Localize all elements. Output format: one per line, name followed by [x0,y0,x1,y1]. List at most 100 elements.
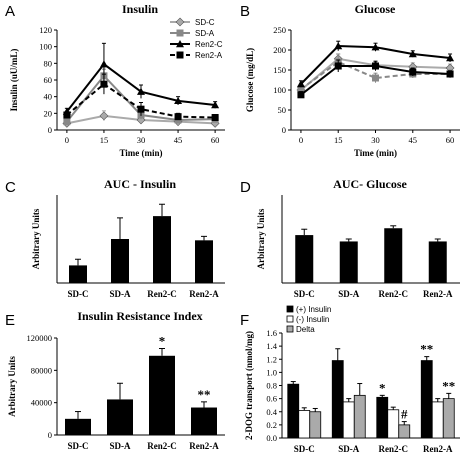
series: *** [287,342,433,439]
y-axis-label: Arbitrary Units [31,208,41,269]
y-tick-label: 1.2 [266,354,277,364]
category-label: SD-C [294,444,315,454]
y-tick-label: 1.6 [266,328,277,338]
data-point [174,96,183,105]
data-point [297,85,305,93]
data-point [446,54,455,62]
y-tick-label: 0 [282,125,286,135]
y-tick-label: 0 [48,125,52,135]
x-tick-label: 60 [446,135,455,145]
category-label: SD-C [67,289,88,299]
bar [298,410,311,439]
chart-E: E Insulin Resistance Index 0 40000 80000 1200… [5,309,225,451]
bar [295,235,314,283]
y-tick-label: 1.4 [266,341,277,351]
significance-mark: ** [198,387,211,402]
legend-label: (-) Insulin [296,315,329,324]
y-axis-label: Glucose (mg/dL) [245,48,255,112]
category-label: Ren2-A [423,289,453,299]
y-tick-label: 1.0 [266,367,277,377]
data-point [100,80,108,88]
bar [153,216,171,283]
y-tick-label: 0.0 [266,433,277,443]
x-tick-label: 45 [409,135,418,145]
significance-mark: ** [420,342,433,357]
data-point [372,62,379,70]
bar [428,241,447,283]
series: # ** [309,378,455,439]
data-point [297,91,305,99]
y-axis-label: Arbitrary Units [256,208,266,269]
chart-title: AUC - Insulin [104,177,176,191]
data-point [211,101,220,109]
bar [376,396,389,439]
bar [69,265,87,283]
bar [442,398,455,439]
data-point [99,60,108,68]
data-point [63,111,71,119]
chart-D: D AUC- Glucose Arbitrary Units SD-C SD-A Ren2… [240,177,460,299]
legend-label: Delta [296,325,315,334]
legend-label: SD-C [195,18,215,27]
category-label: Ren2-A [189,441,219,451]
y-tick-label: 40 [44,92,53,102]
bar [65,418,91,435]
y-tick-label: 120 [39,25,52,35]
chart-A: A Insulin 0 20 40 60 80 100 120 Insulin (uU/mL) 0 1… [5,2,225,158]
x-tick-label: 0 [65,135,69,145]
data-point [137,105,145,113]
data-point [334,42,343,50]
y-tick-label: 80000 [31,365,52,375]
data-point [408,50,417,58]
y-tick-label: 0.6 [266,394,277,404]
data-point [176,51,184,59]
y-tick-label: 150 [273,65,286,75]
y-tick-label: 200 [273,45,286,55]
data-point [409,68,417,76]
x-tick-label: 45 [174,135,183,145]
y-tick-label: 40000 [31,398,52,408]
category-label: Ren2-C [379,289,409,299]
chart-B: B Glucose 0 50 100 150 200 250 Glucose (mg/dL) 0 1… [240,2,460,158]
category-label: SD-A [338,444,360,454]
y-tick-label: 0.4 [266,407,277,417]
category-label: SD-C [67,441,88,451]
legend-label: (+) Insulin [296,305,331,314]
panel-letter: C [5,179,16,196]
bar [353,394,366,439]
data-point [296,80,305,88]
chart-title: Insulin Resistance Index [77,309,202,323]
significance-mark: # [401,407,408,422]
category-label: SD-C [294,289,315,299]
x-axis-label: Time (min) [119,148,162,158]
bar [195,240,213,283]
category-label: Ren2-A [189,289,219,299]
panel-letter: B [240,3,250,20]
y-tick-label: 0 [48,430,52,440]
chart-F: F 0.0 0.2 0.4 0.6 0.8 1.0 1.2 1.4 1.6 2-DOG transp… [240,305,460,454]
chart-title: Insulin [122,2,158,16]
chart-title: AUC- Glucose [333,177,407,191]
panel-letter: F [240,312,249,329]
category-label: SD-A [338,289,360,299]
y-axis-label: 2-DOG transport (nmol/mg) [244,331,254,440]
legend-swatch [286,305,294,313]
bar [149,355,175,435]
significance-mark: * [379,380,386,395]
data-point [176,40,184,48]
data-point [334,62,342,70]
data-point [176,29,184,37]
bar [384,228,403,283]
x-tick-label: 30 [137,135,146,145]
series [296,40,455,88]
bar [339,241,358,283]
chart-C: C AUC - Insulin Arbitrary Units SD-C SD-A Ren… [5,177,225,299]
bar [420,360,433,439]
bar [107,399,133,435]
category-label: Ren2-C [379,444,409,454]
category-label: Ren2-C [147,289,177,299]
series-line [300,60,451,91]
legend-label: SD-A [195,29,215,38]
